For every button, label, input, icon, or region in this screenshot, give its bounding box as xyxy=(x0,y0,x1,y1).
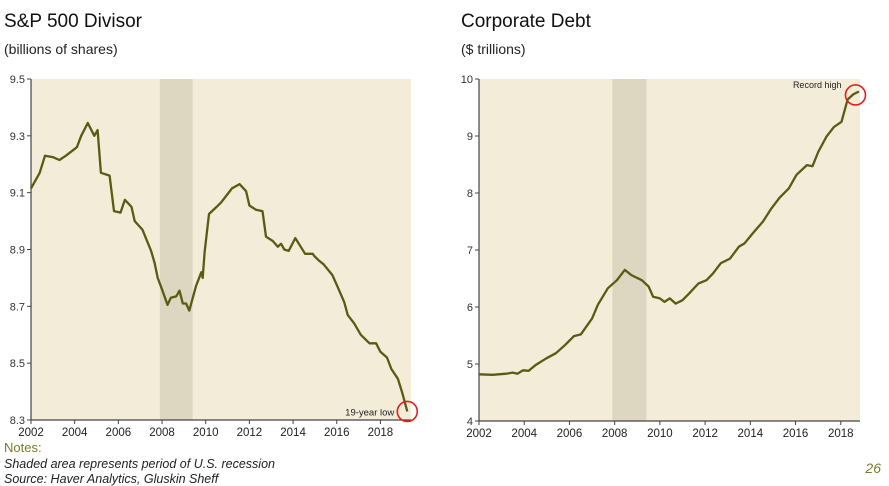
left-x-tick-label: 2012 xyxy=(237,427,263,439)
right-chart-title: Corporate Debt xyxy=(461,11,591,32)
left-y-tick-label: 8.5 xyxy=(10,358,25,370)
left-highlight-circle xyxy=(396,400,419,423)
left-y-tick-label: 9.1 xyxy=(10,188,25,200)
note-source: Source: Haver Analytics, Gluskin Sheff xyxy=(4,472,219,486)
note-recession: Shaded area represents period of U.S. re… xyxy=(4,457,275,471)
left-y-tick-label: 8.9 xyxy=(10,245,25,257)
left-plot-area xyxy=(31,79,411,420)
right-y-tick-label: 4 xyxy=(467,416,473,428)
right-x-tick-label: 2006 xyxy=(557,428,583,440)
right-x-tick-label: 2010 xyxy=(647,428,673,440)
right-chart-subtitle: ($ trillions) xyxy=(461,41,526,57)
right-x-tick-label: 2002 xyxy=(466,428,492,440)
right-y-tick-label: 7 xyxy=(467,245,473,257)
right-annotation: Record high xyxy=(793,80,842,90)
left-x-tick-label: 2016 xyxy=(324,427,350,439)
right-x-tick-label: 2004 xyxy=(511,428,537,440)
page-number: 26 xyxy=(865,460,881,476)
left-chart-subtitle: (billions of shares) xyxy=(4,41,118,57)
left-y-tick-label: 8.7 xyxy=(10,301,25,313)
left-series-line xyxy=(29,121,409,412)
right-y-tick-label: 8 xyxy=(467,188,473,200)
right-recession-band xyxy=(612,79,647,421)
right-x-tick-label: 2014 xyxy=(738,428,764,440)
left-chart-title: S&P 500 Divisor xyxy=(4,11,142,32)
right-x-tick-label: 2018 xyxy=(828,428,854,440)
left-x-tick-label: 2018 xyxy=(368,427,394,439)
right-y-tick-label: 9 xyxy=(467,131,473,143)
left-annotation: 19-year low xyxy=(345,407,394,418)
left-x-tick-label: 2004 xyxy=(62,427,88,439)
left-recession-band xyxy=(159,79,193,420)
left-x-tick-label: 2010 xyxy=(193,427,219,439)
right-x-tick-label: 2008 xyxy=(602,428,628,440)
left-x-tick-label: 2002 xyxy=(18,427,44,439)
right-y-tick-label: 5 xyxy=(467,359,473,371)
left-y-tick-label: 8.3 xyxy=(10,415,25,427)
left-y-tick-label: 9.5 xyxy=(10,74,25,86)
left-y-tick-label: 9.3 xyxy=(10,131,25,143)
right-highlight-circle xyxy=(844,84,867,106)
right-x-tick-label: 2012 xyxy=(692,428,718,440)
left-x-tick-label: 2006 xyxy=(106,427,132,439)
left-x-tick-label: 2014 xyxy=(280,427,306,439)
right-y-tick-label: 10 xyxy=(461,74,473,86)
right-series-line xyxy=(478,90,860,376)
notes-heading: Notes: xyxy=(4,440,42,455)
right-y-tick-label: 6 xyxy=(467,302,473,314)
left-x-tick-label: 2008 xyxy=(149,427,175,439)
right-x-tick-label: 2016 xyxy=(783,428,809,440)
right-plot-area xyxy=(479,79,860,421)
